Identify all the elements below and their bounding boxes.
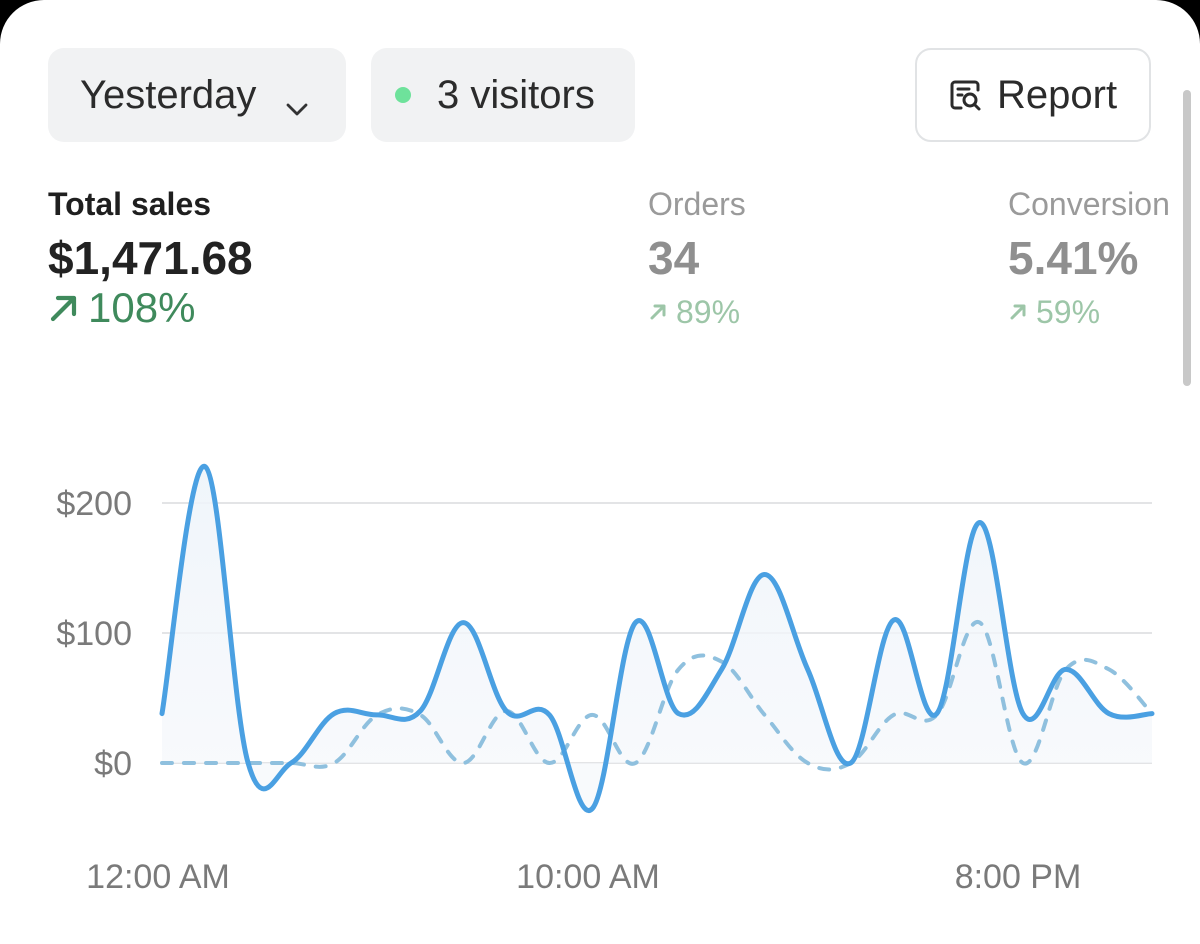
- metric-value: $1,471.68: [48, 232, 253, 284]
- metric-value: 5.41%: [1008, 232, 1139, 284]
- y-tick-label: $0: [94, 745, 132, 783]
- report-button[interactable]: Report: [915, 48, 1151, 142]
- metric-change: 89%: [648, 290, 746, 334]
- metric-change-value: 59%: [1036, 294, 1101, 330]
- arrow-up-right-icon: [50, 295, 77, 322]
- series-area-fill: [162, 466, 1152, 811]
- series-line-comparison: [160, 620, 1154, 772]
- y-tick-label: $100: [56, 615, 132, 653]
- visitors-count: 3 visitors: [437, 72, 595, 117]
- report-button-label: Report: [997, 72, 1118, 117]
- scrollbar[interactable]: [1183, 90, 1191, 386]
- chevron-down-icon: [284, 84, 310, 129]
- metric-label: Conversion: [1008, 186, 1170, 222]
- metric-conversion[interactable]: Conversion 5.41% 59%: [1008, 184, 1170, 334]
- x-tick-label: 10:00 AM: [516, 858, 660, 896]
- metric-orders[interactable]: Orders 34 89%: [648, 184, 746, 334]
- x-tick-label: 12:00 AM: [86, 858, 230, 896]
- series-line-yesterday: [159, 464, 1155, 813]
- arrow-up-right-icon: [1010, 304, 1026, 320]
- metric-total-sales[interactable]: Total sales $1,471.68 108%: [48, 184, 253, 330]
- metric-change: 108%: [48, 286, 253, 330]
- x-tick-label: 8:00 PM: [955, 858, 1082, 896]
- metric-change-value: 89%: [676, 294, 741, 330]
- metric-change: 59%: [1008, 290, 1170, 334]
- y-tick-label: $200: [56, 485, 132, 523]
- metric-label: Orders: [648, 186, 746, 222]
- date-range-selector[interactable]: Yesterday: [48, 48, 346, 142]
- metric-value: 34: [648, 232, 700, 284]
- arrow-up-right-icon: [650, 304, 666, 320]
- report-search-icon: [950, 80, 981, 111]
- date-range-label: Yesterday: [80, 72, 257, 117]
- live-dot-icon: [395, 87, 411, 103]
- live-visitors-badge[interactable]: 3 visitors: [371, 48, 635, 142]
- metric-label: Total sales: [48, 186, 212, 222]
- metric-change-value: 108%: [88, 284, 196, 331]
